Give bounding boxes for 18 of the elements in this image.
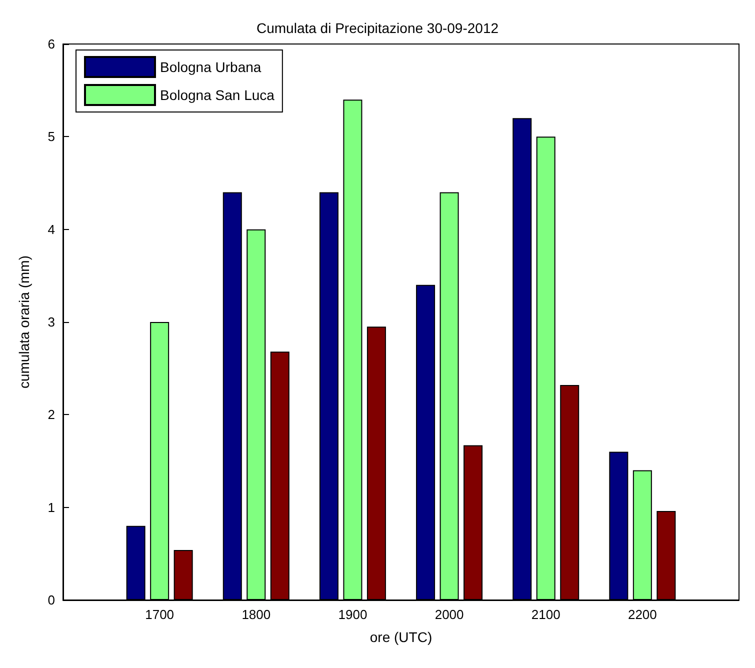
y-tick-label: 0 [48, 592, 55, 608]
legend-label: Bologna San Luca [160, 87, 275, 103]
x-tick-label: 1700 [145, 607, 174, 622]
x-axis-title: ore (UTC) [370, 629, 432, 645]
x-tick-label: 1900 [338, 607, 368, 622]
y-tick-label: 2 [48, 407, 55, 422]
y-tick-label: 5 [48, 129, 55, 144]
x-tick-label: 2200 [628, 607, 657, 622]
y-tick-label: 6 [48, 36, 55, 52]
legend-label: Bologna Urbana [160, 59, 262, 75]
y-tick-label: 4 [48, 222, 55, 237]
chart-title: Cumulata di Precipitazione 30-09-2012 [256, 20, 499, 36]
y-tick-label: 1 [48, 500, 55, 515]
y-tick-label: 3 [48, 314, 55, 330]
x-tick-label: 2100 [531, 607, 560, 622]
x-tick-label: 1800 [242, 607, 271, 622]
y-axis-title: cumulata oraria (mm) [16, 255, 32, 389]
x-tick-label: 2000 [434, 607, 464, 622]
